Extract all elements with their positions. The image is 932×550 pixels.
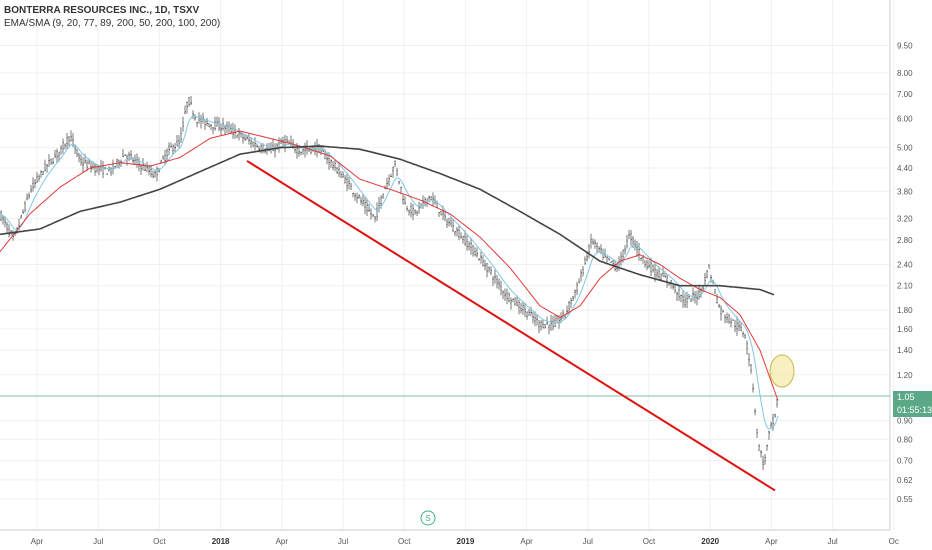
indicator-label: EMA/SMA (9, 20, 77, 89, 200, 50, 200, 10… bbox=[4, 18, 221, 29]
time-tick-label: Jul bbox=[338, 537, 348, 546]
price-tick-label: 4.40 bbox=[897, 164, 913, 173]
price-tick-label: 3.80 bbox=[897, 187, 913, 196]
price-tick-label: 2.80 bbox=[897, 236, 913, 245]
time-tick-label: Oct bbox=[398, 537, 411, 546]
ema-mid-line bbox=[0, 130, 779, 401]
price-axis[interactable]: 9.50 8.00 7.00 6.00 5.00 4.40 3.80 3.20 2.80 2.40… bbox=[897, 42, 913, 504]
event-marker-label: S bbox=[425, 514, 430, 523]
price-tick-label: 1.60 bbox=[897, 325, 913, 334]
chart-legend: BONTERRA RESOURCES INC., 1D, TSXV EMA/SM… bbox=[4, 4, 220, 30]
time-tick-label: Apr bbox=[276, 537, 289, 546]
time-tick-label: Oct bbox=[643, 537, 656, 546]
time-tick-label: Apr bbox=[765, 537, 778, 546]
sma-long-line bbox=[0, 145, 775, 296]
price-tick-label: 0.70 bbox=[897, 457, 913, 466]
time-tick-label: Oc bbox=[889, 537, 899, 546]
price-tick-label: 0.62 bbox=[897, 476, 913, 485]
price-tick-label: 7.00 bbox=[897, 90, 913, 99]
symbol-title: BONTERRA RESOURCES INC., 1D, TSXV bbox=[4, 5, 200, 16]
time-tick-label: Jul bbox=[93, 537, 103, 546]
price-tick-label: 9.50 bbox=[897, 42, 913, 51]
price-tick-label: 2.10 bbox=[897, 282, 913, 291]
last-price-tag: 1.05 bbox=[893, 391, 932, 404]
price-tick-label: 0.80 bbox=[897, 435, 913, 444]
price-tick-label: 1.40 bbox=[897, 346, 913, 355]
time-tick-label: 2020 bbox=[701, 537, 719, 546]
price-tick-label: 1.20 bbox=[897, 371, 913, 380]
price-tick-label: 0.55 bbox=[897, 495, 913, 504]
time-tick-label: 2019 bbox=[457, 537, 475, 546]
time-tick-label: Apr bbox=[520, 537, 533, 546]
price-tick-label: 8.00 bbox=[897, 69, 913, 78]
time-tick-label: Oct bbox=[153, 537, 166, 546]
time-tick-label: Jul bbox=[583, 537, 593, 546]
price-tick-label: 2.40 bbox=[897, 260, 913, 269]
grid-lines bbox=[0, 0, 895, 530]
bar-countdown-tag: 01:55:13 bbox=[893, 404, 932, 417]
downtrend-line[interactable] bbox=[246, 160, 776, 492]
candles bbox=[0, 96, 778, 471]
price-tick-label: 6.00 bbox=[897, 115, 913, 124]
time-tick-label: Apr bbox=[31, 537, 44, 546]
event-marker[interactable]: S bbox=[420, 510, 436, 526]
ema-fast-line bbox=[0, 115, 779, 430]
price-tick-label: 0.90 bbox=[897, 417, 913, 426]
price-tick-label: 3.20 bbox=[897, 215, 913, 224]
time-tick-label: Jul bbox=[827, 537, 837, 546]
time-tick-label: 2018 bbox=[212, 537, 230, 546]
time-axis[interactable]: Apr Jul Oct 2018 Apr Jul Oct 2019 Apr Jul Oct 2020 A… bbox=[31, 537, 899, 546]
price-tick-label: 5.00 bbox=[897, 144, 913, 153]
highlight-circle[interactable] bbox=[769, 354, 795, 388]
price-tick-label: 1.80 bbox=[897, 306, 913, 315]
